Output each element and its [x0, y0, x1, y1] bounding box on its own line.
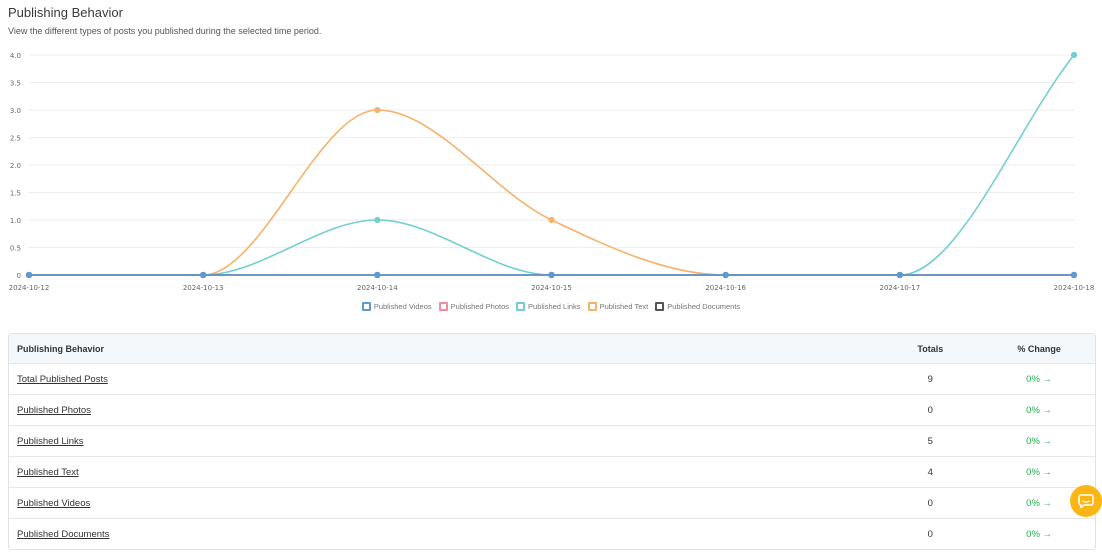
chart-legend: Published Videos Published Photos Publishe…	[0, 299, 1102, 313]
data-point-published-videos	[200, 271, 207, 279]
data-point-published-videos	[25, 271, 33, 279]
row-link[interactable]: Published Photos	[17, 404, 91, 416]
table-header: Publishing Behavior Totals % Change	[9, 334, 1095, 364]
y-tick-label: 2.5	[10, 135, 21, 143]
legend-label: Published Links	[528, 301, 581, 311]
data-point-published-videos	[374, 271, 381, 279]
data-point-published-text	[374, 106, 381, 114]
table-row: Total Published Posts 9 0% →	[9, 364, 1095, 395]
row-link[interactable]: Total Published Posts	[17, 373, 108, 385]
legend-item[interactable]: Published Links	[516, 299, 581, 313]
row-total: 4	[927, 466, 933, 478]
table-row: Published Text 4 0% →	[9, 457, 1095, 488]
header-name: Publishing Behavior	[17, 343, 105, 354]
y-tick-label: 2.0	[10, 162, 21, 170]
x-tick-label: 2024-10-12	[9, 284, 50, 292]
page-title: Publishing Behavior	[8, 5, 123, 20]
x-tick-label: 2024-10-15	[531, 284, 572, 292]
row-total: 0	[927, 497, 933, 509]
legend-label: Published Text	[599, 301, 649, 311]
y-tick-label: 0.5	[10, 245, 21, 253]
table-row: Published Photos 0 0% →	[9, 395, 1095, 426]
legend-swatch	[516, 301, 526, 311]
row-link[interactable]: Published Documents	[17, 529, 110, 540]
publishing-behavior-table: Publishing Behavior Totals % Change Tota…	[8, 333, 1096, 550]
legend-swatch	[587, 301, 597, 311]
legend-label: Published Photos	[450, 301, 510, 311]
y-tick-label: 0	[17, 272, 21, 280]
y-tick-label: 1.0	[10, 217, 21, 225]
row-link[interactable]: Published Links	[17, 435, 84, 447]
data-point-published-videos	[548, 271, 555, 279]
data-point-published-videos	[722, 271, 729, 279]
y-tick-label: 4.0	[10, 52, 21, 60]
y-tick-label: 3.5	[10, 80, 21, 88]
x-tick-label: 2024-10-13	[183, 284, 224, 292]
legend-label: Published Documents	[667, 301, 741, 311]
x-tick-label: 2024-10-16	[705, 284, 746, 292]
row-link[interactable]: Published Text	[17, 466, 79, 478]
header-change: % Change	[1017, 343, 1061, 354]
x-tick-label: 2024-10-17	[879, 284, 920, 292]
table-row: Published Videos 0 0% →	[9, 488, 1095, 519]
row-link[interactable]: Published Videos	[17, 497, 91, 509]
row-change: 0% →	[1026, 435, 1053, 447]
legend-label: Published Videos	[373, 301, 432, 311]
data-point-published-text	[548, 216, 555, 224]
row-total: 0	[927, 529, 933, 540]
legend-swatch	[438, 301, 448, 311]
row-change: 0% →	[1026, 373, 1053, 385]
row-change: 0% →	[1026, 404, 1053, 416]
y-tick-label: 1.5	[10, 190, 21, 198]
row-change: 0% →	[1026, 529, 1053, 540]
row-total: 9	[927, 373, 933, 385]
data-point-published-videos	[1070, 271, 1078, 279]
table-row: Published Links 5 0% →	[9, 426, 1095, 457]
page-subtitle: View the different types of posts you pu…	[8, 26, 322, 36]
row-change: 0% →	[1026, 497, 1053, 509]
legend-item[interactable]: Published Text	[587, 299, 649, 313]
table-row: Published Documents 0 0% →	[9, 519, 1095, 550]
chat-button[interactable]	[1070, 485, 1102, 517]
legend-item[interactable]: Published Photos	[438, 299, 510, 313]
chat-bubble-icon	[1078, 494, 1094, 509]
x-tick-label: 2024-10-18	[1054, 284, 1095, 292]
x-tick-label: 2024-10-14	[357, 284, 398, 292]
row-total: 5	[927, 435, 933, 447]
publishing-behavior-chart: 0 0.5 1.0 1.5 2.0 2.5 3.0 3.5 4.0 2024-10-12 2024-…	[9, 51, 1095, 292]
legend-item[interactable]: Published Videos	[361, 299, 432, 313]
data-point-published-links	[374, 216, 381, 224]
y-tick-label: 3.0	[10, 107, 21, 115]
data-point-published-videos	[896, 271, 903, 279]
legend-swatch	[655, 301, 665, 311]
legend-item[interactable]: Published Documents	[655, 299, 740, 313]
header-totals: Totals	[917, 343, 944, 354]
row-change: 0% →	[1026, 466, 1053, 478]
data-point-published-links	[1070, 51, 1078, 59]
row-total: 0	[927, 404, 933, 416]
legend-swatch	[361, 301, 371, 311]
